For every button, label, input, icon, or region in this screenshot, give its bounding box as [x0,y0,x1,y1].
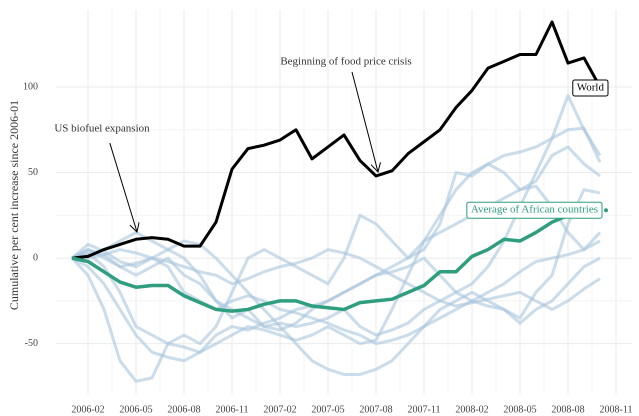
country-line [72,248,601,311]
y-tick-label: 50 [28,167,38,178]
annotation: Beginning of food price crisis [280,56,411,68]
y-tick-label: 100 [23,81,38,92]
country-line [71,256,601,363]
x-tick-label: 2008-11 [600,404,633,415]
country-line [70,145,601,383]
y-tick-label: 0 [33,252,38,263]
series-line [71,20,602,260]
country-line [71,126,602,354]
x-tick-label: 2007-02 [263,404,296,415]
series-label-box [572,79,609,97]
y-axis-title: Cumulative per cent increase since 2006-… [7,100,21,310]
end-point [604,208,608,213]
country-line [71,239,601,346]
x-tick-label: 2008-05 [503,404,536,415]
annotation: US biofuel expansion [54,123,150,135]
x-tick-label: 2007-08 [359,404,392,415]
x-tick-label: 2006-08 [167,404,200,415]
x-tick-label: 2006-02 [71,404,104,415]
series-line [71,208,600,313]
series-label-box [466,201,603,219]
series-label: Average of African countries [471,204,598,216]
x-tick-label: 2007-11 [408,404,441,415]
x-tick-label: 2006-05 [119,404,152,415]
x-tick-label: 2008-08 [551,404,584,415]
series-label: World [577,82,605,94]
x-tick-label: 2006-11 [216,404,249,415]
annotation-arrow [351,71,378,172]
x-tick-label: 2007-05 [311,404,344,415]
y-tick-label: -50 [25,338,38,349]
country-line [71,188,601,376]
annotation-arrow [109,142,137,232]
x-tick-label: 2008-02 [455,404,488,415]
